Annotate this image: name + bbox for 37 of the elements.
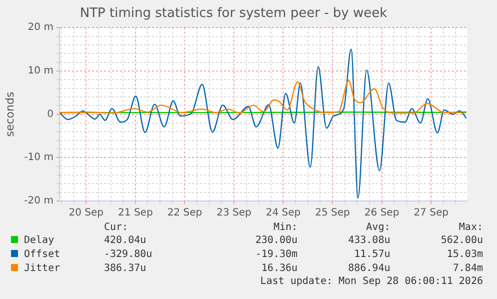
y-axis-title: seconds: [3, 92, 16, 137]
text: 420.04u: [103, 234, 148, 248]
text: Min:: [272, 222, 299, 234]
legend-label: Jitter: [23, 262, 62, 276]
text: Avg:: [365, 222, 392, 234]
x-tick-label: 26 Sep: [364, 208, 400, 219]
text: 16.36u: [260, 262, 299, 276]
y-tick-label: 20 m: [28, 22, 54, 34]
y-tick-label: 0: [47, 108, 54, 120]
text: -19.30m: [254, 248, 299, 262]
line-series: [59, 80, 467, 114]
x-tick-label: 22 Sep: [167, 208, 202, 219]
legend-label: Offset: [23, 248, 62, 262]
text: 7.84m: [452, 262, 484, 276]
text: 15.03m: [446, 248, 484, 262]
x-tick-label: 20 Sep: [68, 208, 104, 219]
text: Cur:: [103, 222, 130, 234]
text: 886.94u: [347, 262, 392, 276]
text: 11.57u: [353, 248, 392, 262]
y-tick-label: -10 m: [24, 152, 54, 164]
x-tick-label: 25 Sep: [315, 208, 350, 219]
x-tick-label: 23 Sep: [216, 208, 252, 219]
line-series: [59, 48, 467, 199]
y-tick-label: -20 m: [24, 196, 54, 207]
text: 562.00u: [440, 234, 484, 248]
y-tick-label: 10 m: [28, 66, 54, 77]
text: -329.80u: [103, 248, 154, 262]
x-tick-label: 24 Sep: [266, 208, 301, 219]
text: 433.08u: [347, 234, 392, 248]
x-tick-label: 27 Sep: [414, 208, 448, 219]
text: Max:: [458, 222, 484, 234]
x-tick-label: 21 Sep: [118, 208, 153, 219]
text: Last update: Mon Sep 28 06:00:11 2026: [259, 276, 484, 288]
text: 230.00u: [254, 234, 299, 248]
text: 386.37u: [103, 262, 148, 276]
legend-label: Delay: [23, 234, 56, 248]
chart-title: NTP timing statistics for system peer - by week: [80, 6, 388, 22]
